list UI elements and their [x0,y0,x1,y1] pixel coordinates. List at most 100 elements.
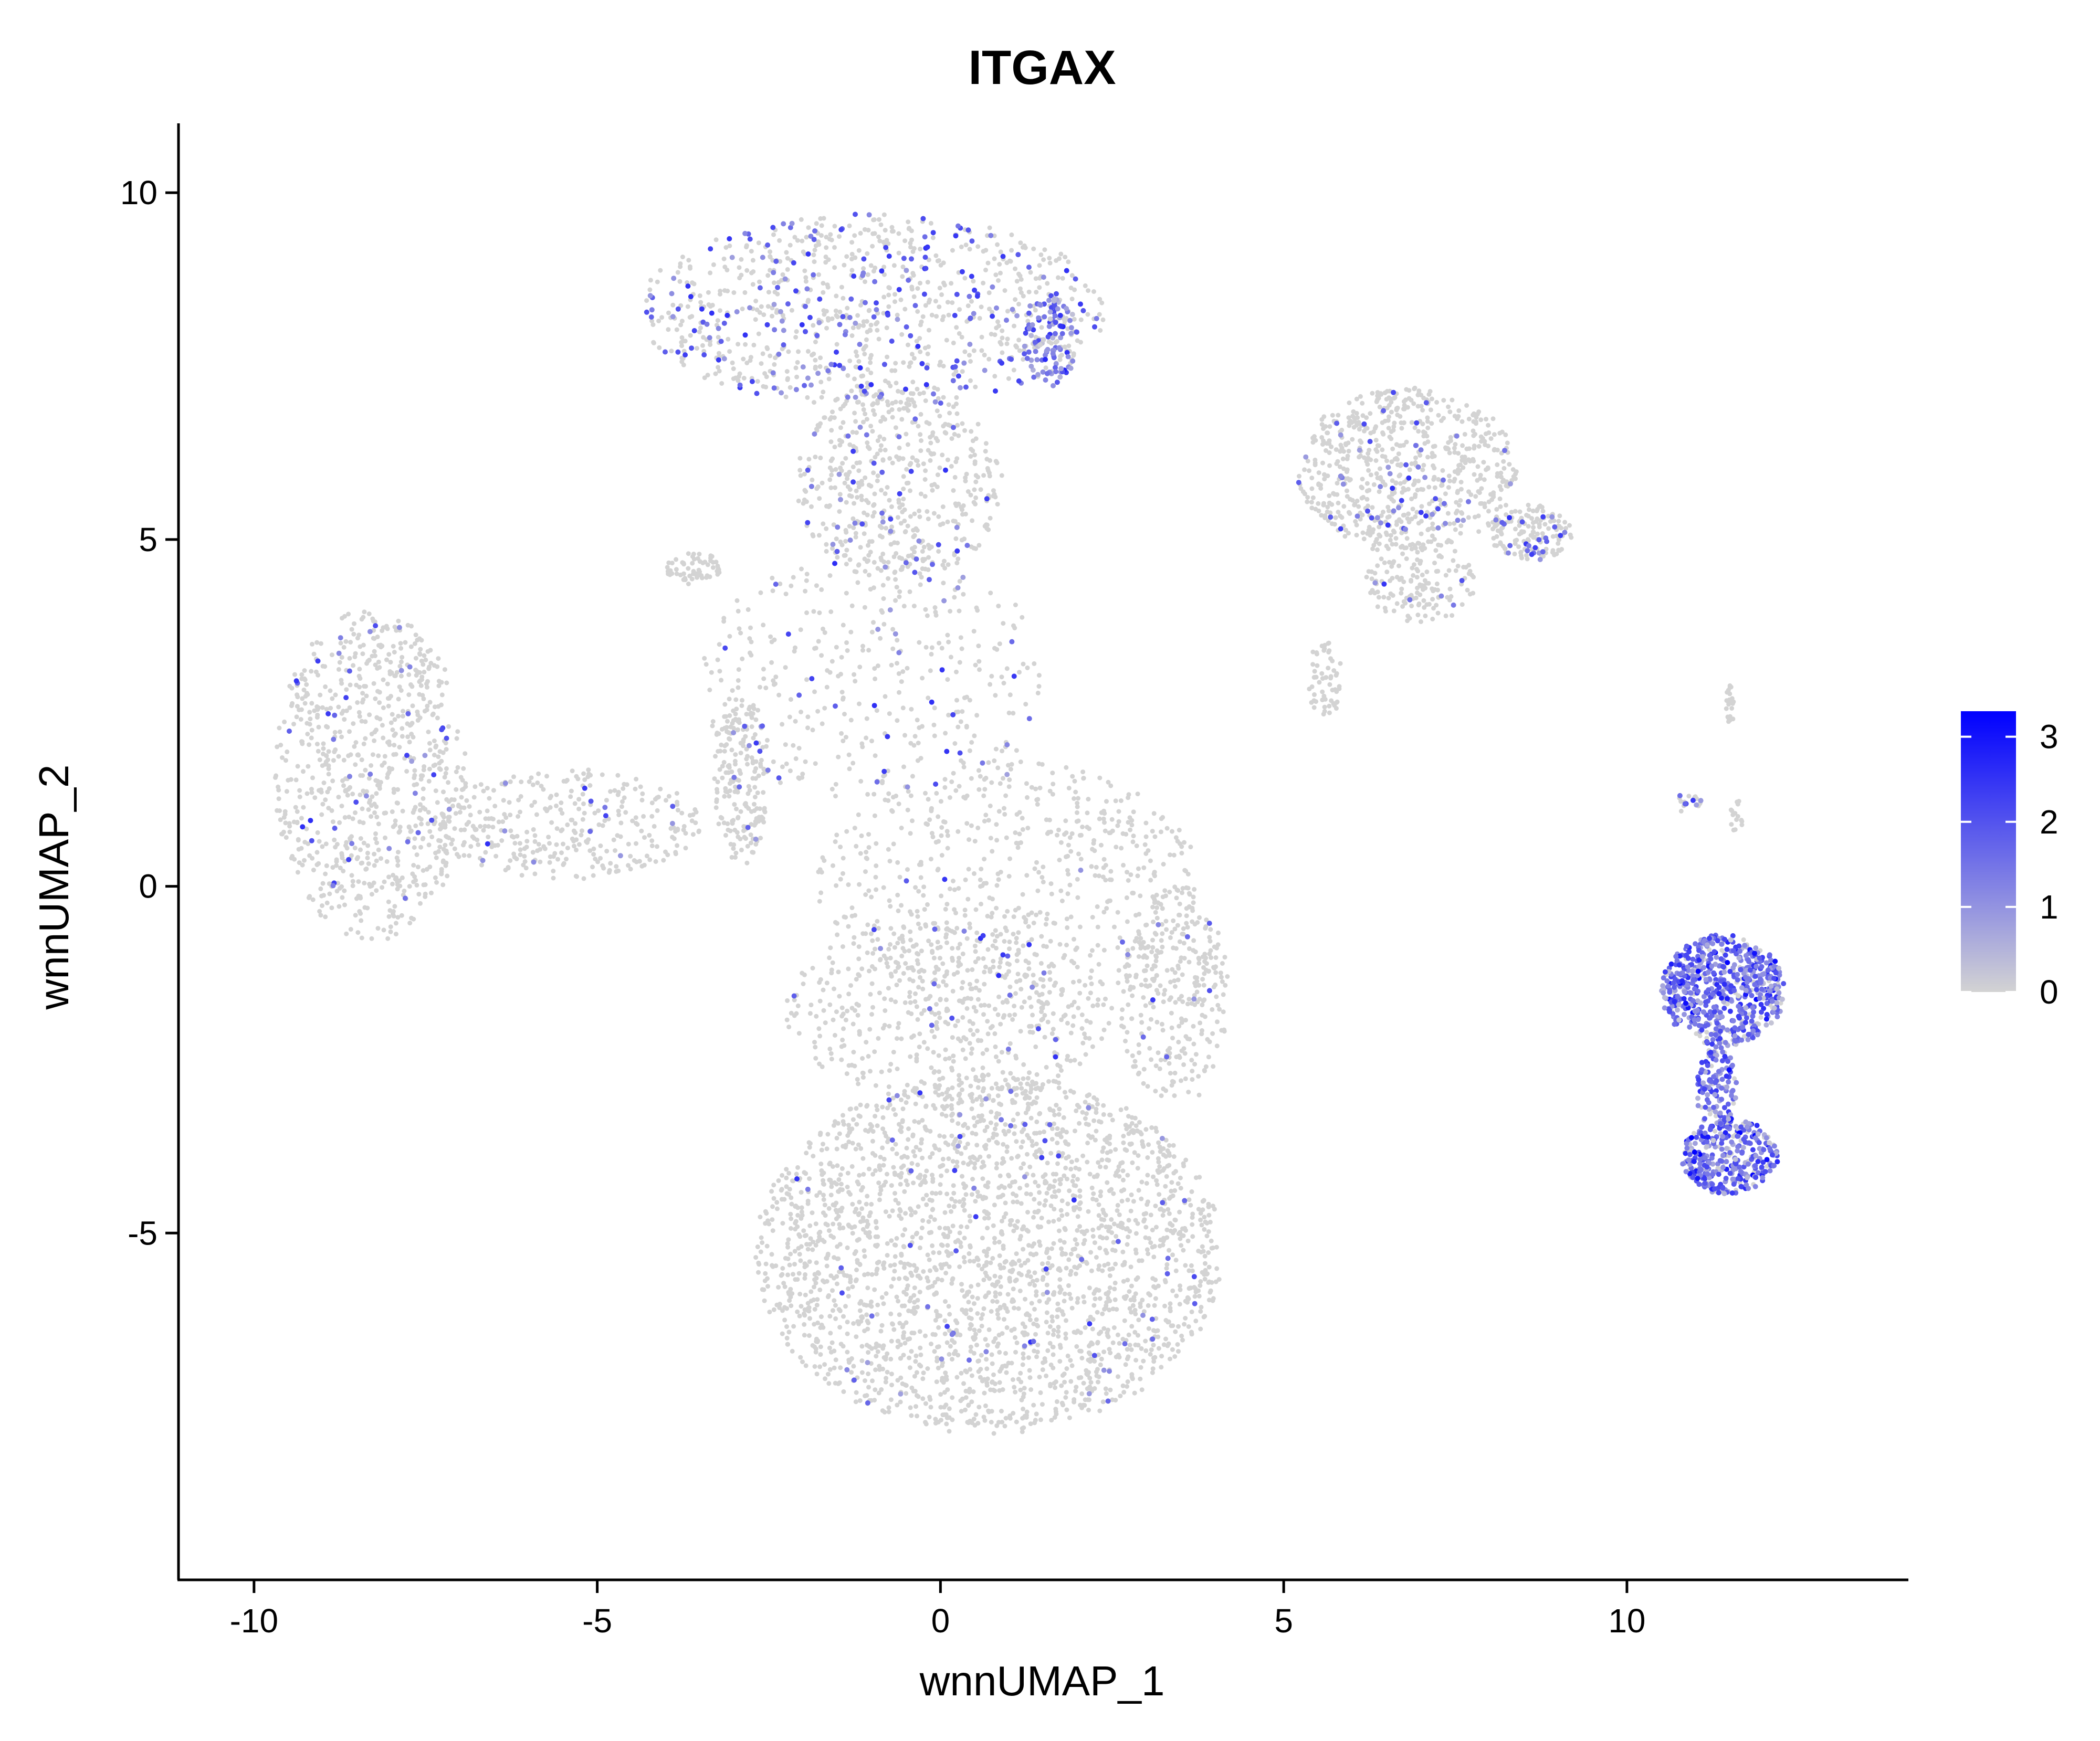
cell-point [320,881,326,886]
cell-point [396,618,401,624]
cell-point [890,627,896,632]
cell-point [560,811,565,816]
cell-point [464,822,469,827]
cell-point [890,460,895,466]
cell-point [1137,1050,1142,1056]
cell-point [618,834,623,839]
cell-point [792,649,797,654]
cell-point [965,489,971,494]
cell-point [1139,944,1144,949]
cell-point [930,1173,934,1178]
cell-point [1065,925,1070,930]
cell-point [818,379,824,385]
cell-point [666,794,671,799]
cell-point [1132,1390,1137,1396]
cell-point [849,240,855,245]
cell-point [1052,1121,1056,1126]
cell-point [860,643,865,649]
cell-point [486,835,491,840]
cell-point [1025,665,1030,670]
cell-point [1021,1406,1026,1411]
cell-point [752,822,757,828]
cell-point [1143,820,1149,826]
cell-point [988,515,993,521]
cell-point [1036,684,1042,689]
cell-point [841,1314,846,1319]
cell-point [860,402,865,407]
cell-point [886,403,891,408]
cell-point [294,714,299,720]
cell-point [730,360,735,365]
cell-point [957,608,962,614]
cell-point [1001,621,1006,626]
cell-point [921,461,926,467]
cell-point [870,408,876,413]
cell-point [912,1285,917,1291]
cell-point [565,822,570,827]
cell-point [584,840,590,845]
cell-point [1162,988,1168,993]
cell-point [1132,1059,1138,1064]
cell-point [1164,927,1169,932]
cell-point [1129,822,1135,828]
cell-point [758,1215,763,1220]
cell-point [788,697,793,702]
cell-point [920,549,925,554]
cell-point [455,729,460,734]
cell-point [1125,870,1130,875]
cell-point [815,423,821,428]
cell-point [990,1255,995,1261]
cell-point [1106,1334,1111,1339]
cell-point [1185,1001,1190,1007]
cell-point [364,693,369,699]
cell-point [928,668,933,673]
cell-point [841,404,846,409]
cell-point [344,931,349,936]
cell-point [395,863,401,868]
cell-point [372,810,377,815]
cell-point [1191,938,1196,943]
cell-point [501,798,506,803]
cell-point [615,792,621,797]
cell-point [1141,955,1146,960]
cell-point [1037,1190,1042,1195]
cell-point [1033,334,1038,340]
cell-point [1181,1248,1186,1253]
cell-point [929,645,934,650]
cell-point [532,871,538,877]
cell-point [799,1190,804,1195]
cell-point [1053,1194,1058,1199]
cell-point [365,856,370,861]
cell-point [708,270,713,276]
cell-point [868,424,874,429]
cell-point [924,1193,929,1198]
cell-point [933,1191,939,1196]
cell-point [687,813,692,818]
cell-point [397,663,403,669]
cell-point [788,242,793,248]
cell-point [337,729,342,734]
cell-point [576,806,582,811]
cell-point [979,867,984,872]
cell-point [439,869,444,874]
cell-point [731,846,736,851]
cell-point [1075,895,1080,900]
cell-point [900,274,905,279]
cell-point [675,802,680,807]
cell-point [852,569,857,574]
cell-point [449,841,454,847]
cell-point [929,1342,933,1346]
cell-point [946,402,951,407]
cell-point [793,756,799,761]
cell-point [1190,1215,1195,1220]
cell-point [1146,1142,1151,1147]
cell-point [957,784,962,789]
cell-point [873,874,878,880]
cell-point [1125,1030,1130,1035]
cell-point [639,863,645,869]
cell-point [1020,615,1025,620]
cell-point [845,476,850,481]
cell-point [324,706,329,712]
cell-point [872,666,877,671]
cell-point [1135,792,1140,797]
